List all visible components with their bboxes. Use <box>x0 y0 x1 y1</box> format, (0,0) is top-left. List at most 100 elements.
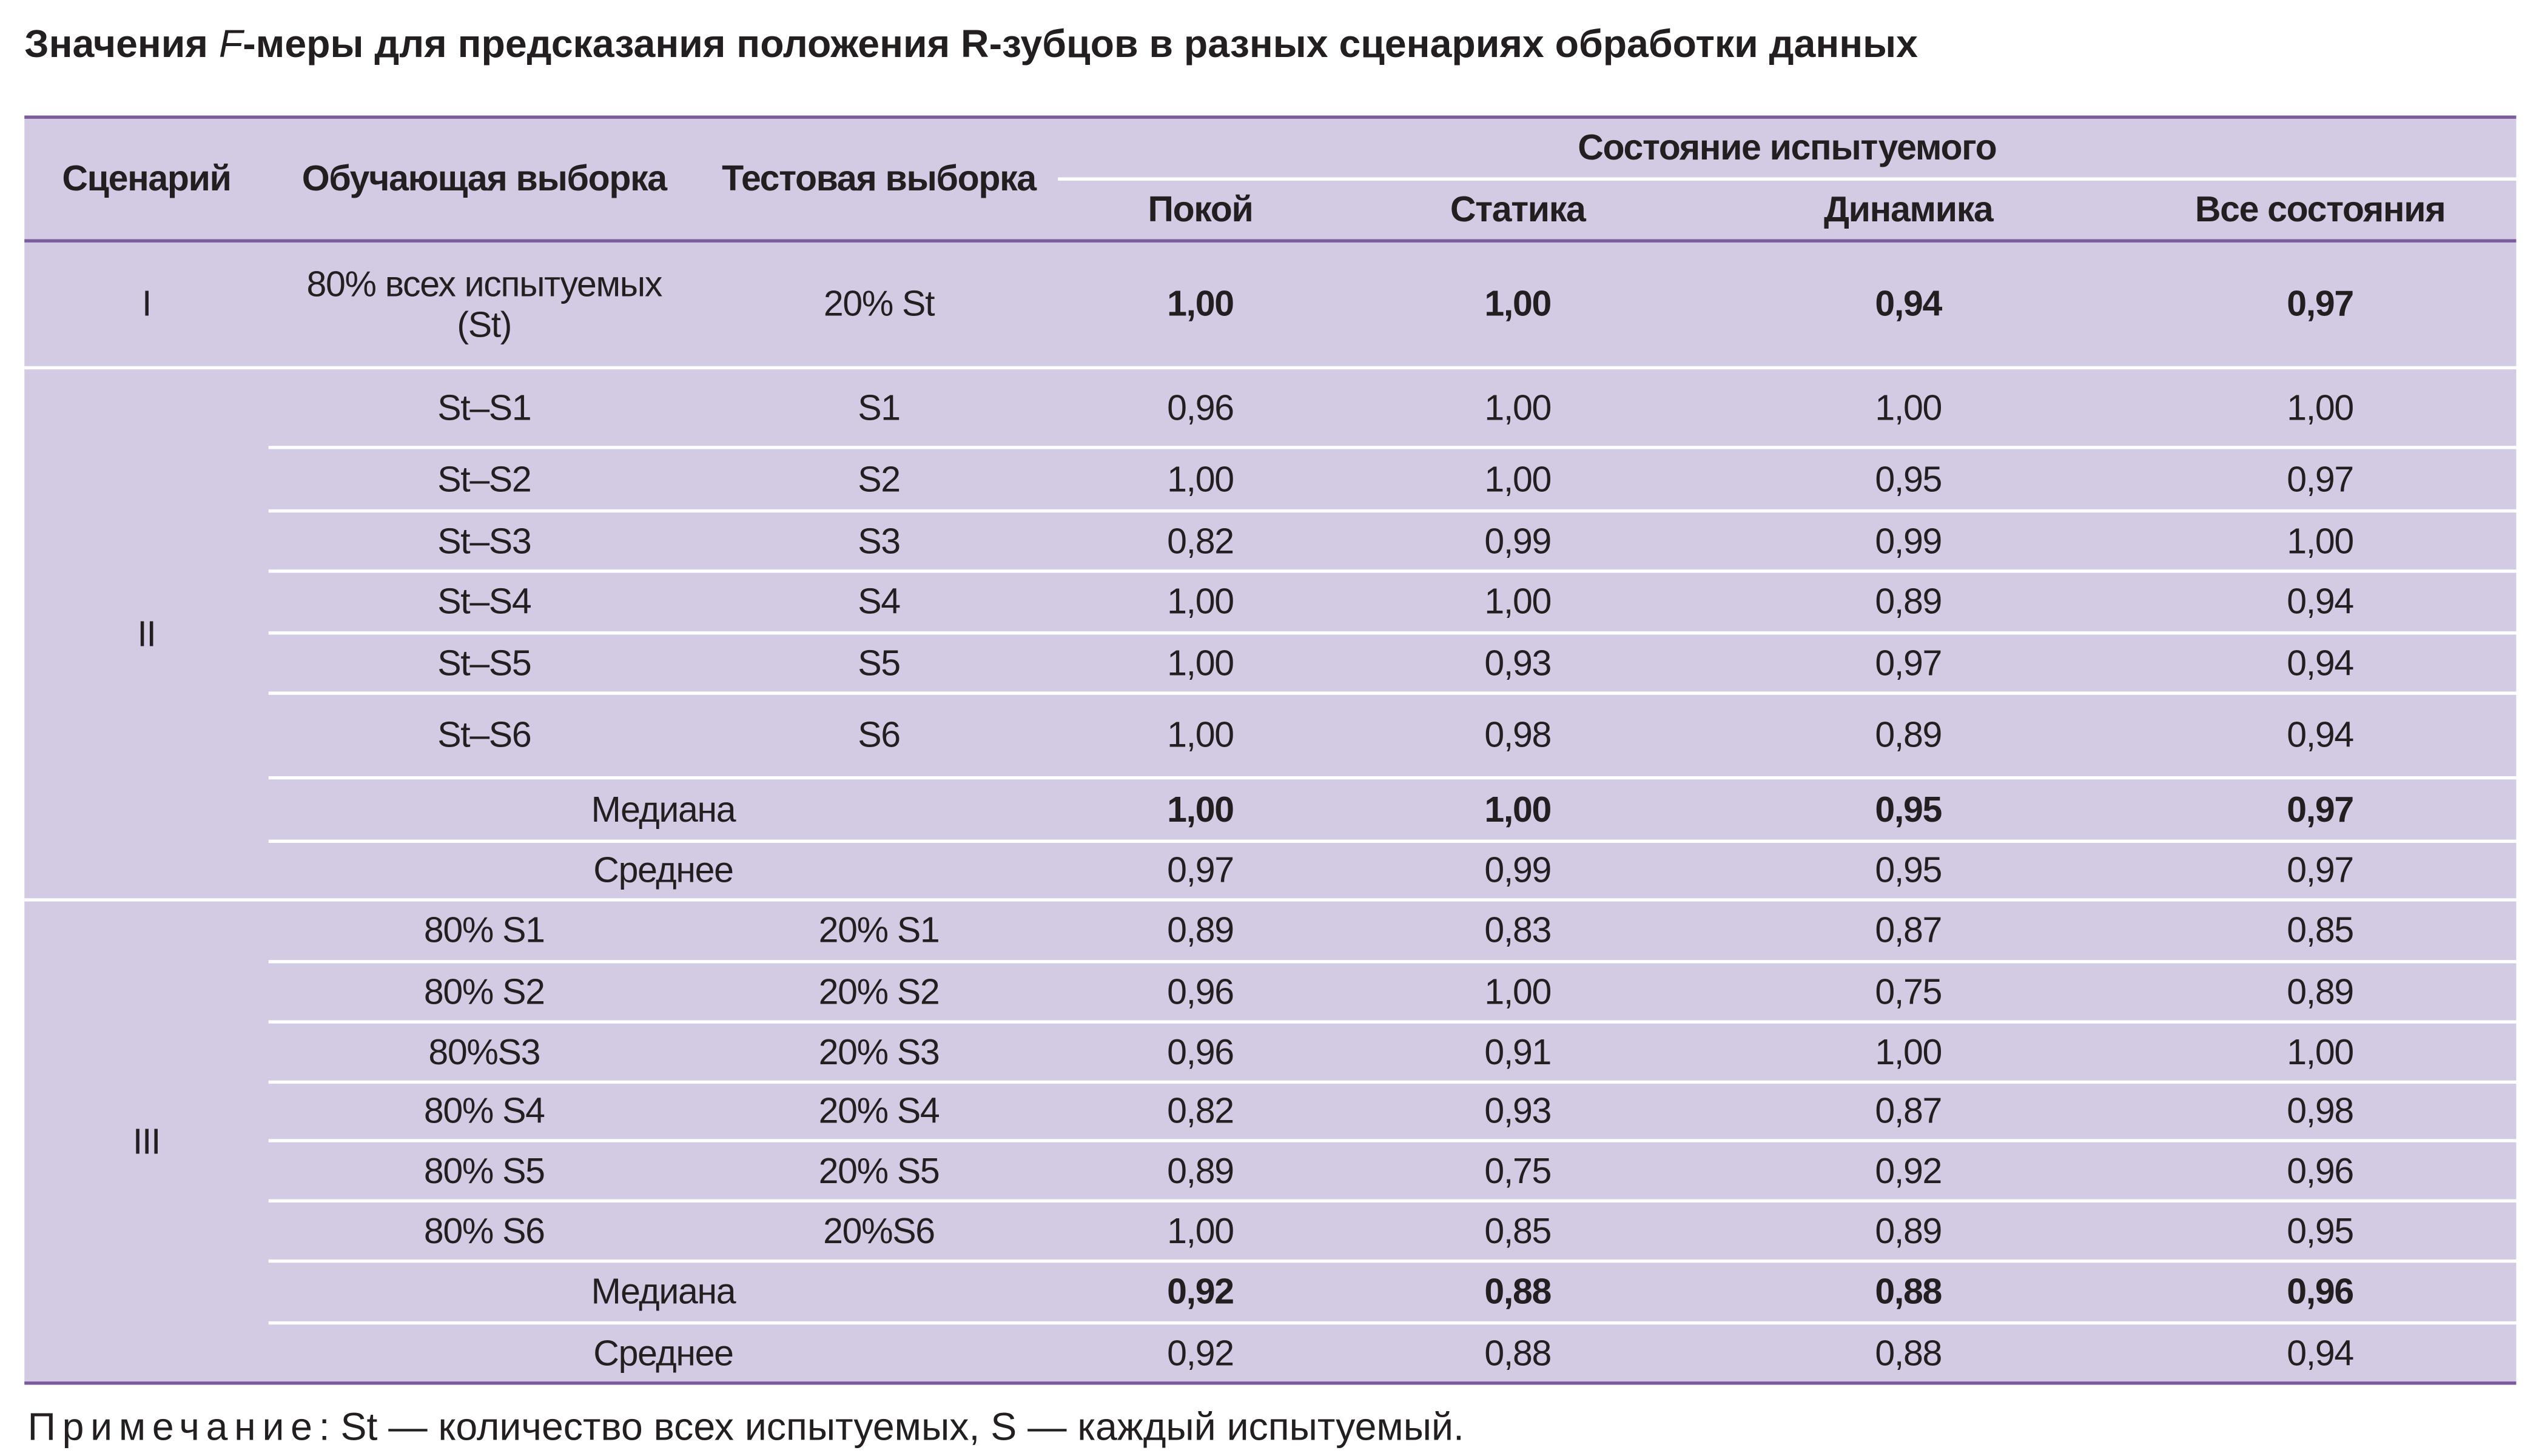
value-cell: 1,00 <box>2287 520 2354 562</box>
scenario-cell: II <box>137 613 156 654</box>
value-cell: 0,82 <box>1167 1090 1234 1132</box>
value-cell: 0,95 <box>1875 850 1942 891</box>
value-cell: 0,95 <box>2287 1210 2354 1252</box>
value-cell: 0,91 <box>1484 1031 1552 1072</box>
summary-label: Среднее <box>593 850 734 891</box>
value-cell: 0,92 <box>1167 1271 1234 1312</box>
title-italic: F <box>218 22 243 67</box>
summary-label: Медиана <box>591 1271 736 1312</box>
value-cell: 1,00 <box>1484 283 1552 324</box>
value-cell: 0,85 <box>2287 910 2354 951</box>
value-cell: 0,96 <box>2287 1150 2354 1191</box>
test-cell: S4 <box>858 581 901 622</box>
rule <box>268 446 2517 449</box>
header-cell: Состояние испытуемого <box>1578 127 1997 169</box>
value-cell: 0,96 <box>2287 1271 2354 1312</box>
train-cell: St–S6 <box>437 714 531 756</box>
header-cell: Статика <box>1450 189 1586 230</box>
train-cell: 80% S2 <box>423 971 545 1012</box>
rule <box>24 366 2517 370</box>
value-cell: 0,98 <box>1484 714 1552 756</box>
value-cell: 0,96 <box>1167 387 1234 428</box>
title-prefix: Значения <box>24 22 219 67</box>
value-cell: 1,00 <box>1167 283 1234 324</box>
test-cell: 20% S5 <box>818 1150 940 1191</box>
value-cell: 0,82 <box>1167 520 1234 562</box>
value-cell: 0,89 <box>1875 581 1942 622</box>
value-cell: 0,92 <box>1167 1332 1234 1374</box>
value-cell: 0,88 <box>1875 1332 1942 1374</box>
rule <box>268 1199 2517 1203</box>
table <box>24 117 2517 1383</box>
rule <box>1058 177 2517 181</box>
value-cell: 0,98 <box>2287 1090 2354 1132</box>
rule <box>268 631 2517 635</box>
value-cell: 0,88 <box>1484 1271 1552 1312</box>
rule <box>268 569 2517 573</box>
test-cell: S5 <box>858 642 901 683</box>
rule <box>268 776 2517 780</box>
value-cell: 1,00 <box>1484 971 1552 1012</box>
rule <box>24 239 2517 243</box>
header-cell: Динамика <box>1823 189 1994 230</box>
note-text: : St — количество всех испытуемых, S — к… <box>318 1406 1464 1450</box>
test-cell: 20%S6 <box>823 1210 935 1252</box>
value-cell: 0,75 <box>1875 971 1942 1012</box>
train-cell: 80% S5 <box>423 1150 545 1191</box>
rule <box>268 1259 2517 1263</box>
rule <box>268 1080 2517 1084</box>
value-cell: 0,88 <box>1875 1271 1942 1312</box>
train-cell: St–S3 <box>437 520 531 562</box>
note: Примечание: St — количество всех испытуе… <box>28 1406 1464 1451</box>
test-cell: 20% S1 <box>818 910 940 951</box>
value-cell: 1,00 <box>1484 458 1552 500</box>
value-cell: 1,00 <box>1875 387 1942 428</box>
value-cell: 1,00 <box>1167 788 1234 830</box>
value-cell: 0,97 <box>2287 788 2354 830</box>
value-cell: 0,99 <box>1875 520 1942 562</box>
rule <box>268 1139 2517 1142</box>
value-cell: 0,99 <box>1484 520 1552 562</box>
scenario-cell: I <box>141 283 152 324</box>
test-cell: S6 <box>858 714 901 756</box>
value-cell: 0,89 <box>2287 971 2354 1012</box>
value-cell: 0,89 <box>1167 910 1234 951</box>
title-suffix: -меры для предсказания положения R-зубцо… <box>243 22 1918 67</box>
value-cell: 0,96 <box>1167 971 1234 1012</box>
note-label: Примечание <box>27 1406 319 1450</box>
value-cell: 0,92 <box>1875 1150 1942 1191</box>
value-cell: 0,96 <box>1167 1031 1234 1072</box>
test-cell: 20% S3 <box>818 1031 940 1072</box>
test-cell: S1 <box>858 387 901 428</box>
value-cell: 0,88 <box>1484 1332 1552 1374</box>
value-cell: 0,94 <box>2287 581 2354 622</box>
rule <box>24 115 2517 119</box>
rule <box>268 1020 2517 1024</box>
value-cell: 0,97 <box>2287 283 2354 324</box>
value-cell: 1,00 <box>1167 642 1234 683</box>
value-cell: 0,75 <box>1484 1150 1552 1191</box>
rule <box>268 691 2517 695</box>
rule <box>24 898 2517 902</box>
test-cell: 20% St <box>823 283 935 324</box>
header-cell: Тестовая выборка <box>722 158 1037 200</box>
value-cell: 0,99 <box>1484 850 1552 891</box>
title: Значения F-меры для предсказания положен… <box>24 23 1918 69</box>
value-cell: 1,00 <box>1484 788 1552 830</box>
train-cell: St–S2 <box>437 458 531 500</box>
value-cell: 0,97 <box>1875 642 1942 683</box>
test-cell: S3 <box>858 520 901 562</box>
summary-label: Среднее <box>593 1332 734 1374</box>
rule <box>268 839 2517 843</box>
value-cell: 1,00 <box>2287 1031 2354 1072</box>
value-cell: 0,85 <box>1484 1210 1552 1252</box>
value-cell: 0,87 <box>1875 910 1942 951</box>
test-cell: S2 <box>858 458 901 500</box>
summary-label: Медиана <box>591 788 736 830</box>
rule <box>268 509 2517 513</box>
train-cell: St–S4 <box>437 581 531 622</box>
value-cell: 0,95 <box>1875 788 1942 830</box>
value-cell: 1,00 <box>2287 387 2354 428</box>
value-cell: 0,94 <box>2287 714 2354 756</box>
